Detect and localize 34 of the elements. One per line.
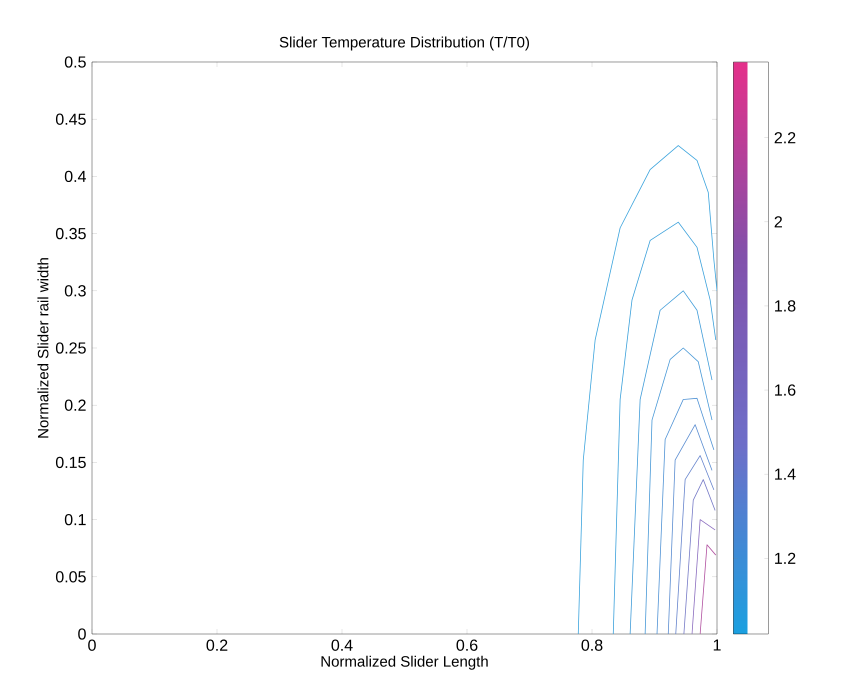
y-axis-title: Normalized Slider rail width — [37, 258, 48, 438]
line-series — [644, 348, 712, 634]
x-tick-label: 0.2 — [206, 640, 228, 651]
color-bar-label: 1.2 — [775, 552, 796, 564]
line-series — [578, 145, 718, 634]
y-tick-label: 0.05 — [56, 571, 86, 582]
x-tick-label: 0.6 — [456, 640, 478, 651]
color-bar-label: 1.8 — [775, 300, 796, 312]
y-tick-label: 0 — [78, 628, 86, 640]
x-tick-label: 0.4 — [332, 640, 353, 651]
line-series — [668, 424, 712, 634]
color-bar-label: 1.4 — [775, 468, 796, 480]
y-tick-label: 0.25 — [56, 342, 86, 354]
x-tick-label: 0.8 — [582, 640, 602, 651]
x-tick-label: 0 — [88, 640, 96, 651]
color-bar-label: 2.2 — [774, 132, 796, 144]
y-tick-label: 0.15 — [56, 456, 86, 468]
y-tick-label: 0.35 — [56, 228, 86, 240]
line-series — [630, 290, 712, 634]
x-tick-label: 1 — [714, 640, 721, 651]
y-tick-label: 0.1 — [64, 514, 86, 526]
y-tick-label: 0.5 — [64, 56, 86, 68]
y-tick-label: 0.45 — [56, 114, 86, 125]
x-axis-title: Normalized Slider Length — [322, 656, 488, 670]
line-series — [612, 222, 716, 634]
line-series — [656, 398, 714, 634]
chart-title: Slider Temperature Distribution (T/T0) — [280, 36, 529, 50]
line-series — [675, 455, 714, 634]
color-bar-label: 1.6 — [775, 384, 796, 396]
color-bar-label: 2 — [774, 216, 782, 228]
y-tick-label: 0.2 — [64, 400, 86, 411]
line-series — [683, 479, 716, 634]
y-tick-label: 0.3 — [64, 285, 86, 296]
y-tick-label: 0.4 — [64, 170, 86, 182]
